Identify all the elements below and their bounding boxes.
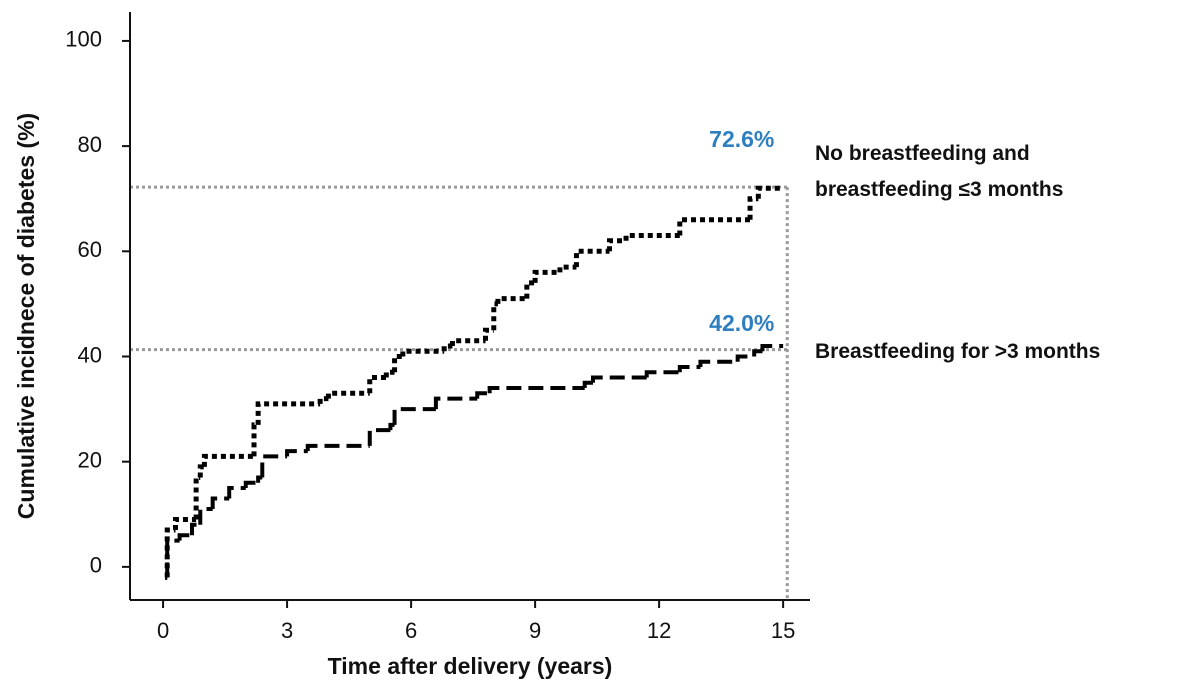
x-tick-label: 0 xyxy=(157,618,169,643)
step-segment xyxy=(760,343,784,352)
step-segment xyxy=(260,454,288,478)
step-segment xyxy=(243,480,259,488)
step-segment xyxy=(305,443,370,452)
y-tick-label: 80 xyxy=(78,132,102,157)
step-segment xyxy=(557,264,577,273)
step-segment xyxy=(735,354,755,362)
step-segment xyxy=(433,396,478,410)
step-segment xyxy=(325,390,370,399)
legend-entry: No breastfeeding and breastfeeding ≤3 mo… xyxy=(815,142,1064,201)
y-tick-label: 100 xyxy=(65,27,102,52)
step-segment xyxy=(607,238,627,252)
step-segment xyxy=(367,428,391,446)
y-tick-label: 60 xyxy=(78,237,102,262)
step-segment xyxy=(747,196,759,220)
step-segment xyxy=(392,407,436,425)
step-segment xyxy=(210,496,230,510)
step-segment xyxy=(441,343,453,352)
x-tick-label: 9 xyxy=(529,618,541,643)
step-segment xyxy=(255,401,321,425)
step-segment xyxy=(590,375,647,383)
step-segment xyxy=(317,396,329,404)
step-segment xyxy=(388,422,395,431)
step-segment xyxy=(201,453,255,467)
step-segment xyxy=(392,353,403,373)
step-segment xyxy=(677,217,751,236)
step-segment xyxy=(285,449,308,457)
x-tick-label: 15 xyxy=(771,618,795,643)
step-segment xyxy=(256,475,263,483)
step-segment xyxy=(367,375,387,394)
legend-entry: Breastfeeding for >3 months xyxy=(815,340,1101,363)
step-segment xyxy=(623,233,680,241)
step-segment xyxy=(475,391,490,399)
step-segment xyxy=(698,359,738,368)
y-tick-label: 0 xyxy=(90,553,102,578)
step-segment xyxy=(755,185,784,199)
step-segment xyxy=(752,349,763,357)
x-tick-label: 12 xyxy=(647,618,671,643)
step-segment xyxy=(164,527,176,578)
step-segment xyxy=(197,464,205,478)
step-segment xyxy=(644,370,680,378)
step-segment xyxy=(495,296,527,304)
step-segment xyxy=(172,517,197,531)
x-tick-label: 6 xyxy=(405,618,417,643)
step-segment xyxy=(532,269,560,283)
step-segment xyxy=(487,386,585,394)
annotation: 72.6% xyxy=(709,126,774,152)
step-segment xyxy=(383,369,395,378)
step-segment xyxy=(524,280,536,299)
y-tick-label: 20 xyxy=(78,447,102,472)
step-segment xyxy=(198,507,213,525)
step-segment xyxy=(251,422,259,457)
step-segment xyxy=(677,365,701,373)
step-segment xyxy=(483,327,494,341)
step-segment xyxy=(165,538,180,578)
step-segment xyxy=(177,533,193,541)
step-segment xyxy=(582,380,593,389)
step-segment xyxy=(400,348,445,357)
step-segment xyxy=(449,338,486,346)
x-tick-label: 3 xyxy=(281,618,293,643)
y-axis-title: Cumulative incidnece of diabetes (%) xyxy=(13,113,39,519)
step-segment xyxy=(573,248,610,268)
y-tick-label: 40 xyxy=(78,342,102,367)
step-segment xyxy=(491,301,498,331)
step-segment xyxy=(190,522,201,536)
annotation: 42.0% xyxy=(709,310,774,336)
step-segment xyxy=(227,485,246,499)
x-axis-title: Time after delivery (years) xyxy=(328,653,613,679)
